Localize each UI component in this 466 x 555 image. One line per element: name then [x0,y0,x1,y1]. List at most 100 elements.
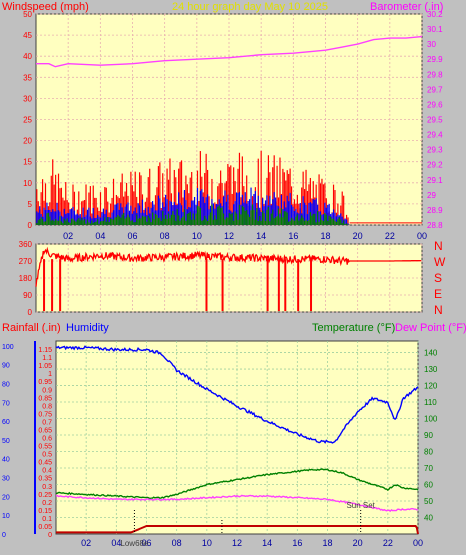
rain-tick: 0.45 [38,460,52,467]
barometer-tick: 29.2 [427,161,443,170]
temperature-tick-140: 140 [424,349,438,358]
barometer-tick: 29.4 [427,131,443,140]
temperature-tick-50: 50 [424,497,433,506]
rain-tick: 0.9 [42,387,52,394]
humidity-tick-90: 90 [2,363,10,370]
humidity-tick-80: 80 [2,381,10,388]
humidity-tick-0: 0 [2,532,6,539]
temperature-tick-70: 70 [424,464,433,473]
annotation-label: Low68e [120,539,149,548]
windspeed-tick-15: 15 [23,158,32,167]
temp-x-tick-00: 00 [413,538,423,548]
windspeed-tick-50: 50 [23,10,32,19]
wind-x-tick-16: 16 [288,231,298,241]
direction-tick-labels: 0 90 180 270 360 [19,240,33,317]
windspeed-tick-40: 40 [23,52,32,61]
rain-tick: 0.95 [38,379,52,386]
barometer-tick: 29.6 [427,100,443,109]
temp-grid [56,341,419,534]
rain-tick: 1.15 [38,347,52,354]
wind-x-tick-08: 08 [160,231,170,241]
barometer-axis-label: Barometer (.in) [370,1,443,13]
rain-tick: 1.1 [42,355,52,362]
wind-x-tick-labels: 02 04 06 08 10 12 14 16 18 20 22 00 [63,231,427,241]
temp-x-tick-14: 14 [262,538,272,548]
wind-x-tick-02: 02 [63,231,73,241]
temp-x-tick-16: 16 [292,538,302,548]
humidity-tick-40: 40 [2,457,10,464]
windspeed-tick-labels: 0 5 10 15 20 25 30 35 40 45 50 [23,10,32,230]
direction-tick-0: 0 [28,308,33,317]
windspeed-tick-5: 5 [28,200,33,209]
barometer-tick: 28.9 [427,206,443,215]
barometer-tick-labels: 28.8 28.9 29 29.1 29.2 29.3 29.4 29.5 29.6 29.7 29… [427,10,443,230]
barometer-tick: 29.8 [427,70,443,79]
temperature-tick-120: 120 [424,382,438,391]
barometer-tick: 30 [427,40,436,49]
rain-tick: 0.7 [42,419,52,426]
temperature-tick-40: 40 [424,514,433,523]
annotations: Low68e Sun Set [120,501,375,548]
windspeed-tick-35: 35 [23,73,32,82]
temp-x-tick-02: 02 [81,538,91,548]
temp-x-tick-08: 08 [172,538,182,548]
rain-tick: 0.6 [42,436,52,443]
compass-w: W [434,255,446,269]
humidity-axis-bar [34,341,36,534]
rain-tick: 1 [48,371,52,378]
annotation-label: Sun Set [346,501,375,510]
rain-tick: 0.05 [38,524,52,531]
rain-tick: 0.1 [42,516,52,523]
wind-x-tick-12: 12 [224,231,234,241]
temperature-humidity-panel: 00.050.10.150.20.250.30.350.40.450.50.55… [2,322,466,548]
barometer-tick: 29.9 [427,55,443,64]
temperature-tick-130: 130 [424,365,438,374]
wind-direction-panel: 0 90 180 270 360 N W S E N [19,239,446,317]
temperature-tick-labels: 40 50 60 70 80 90 100 110 120 130 140 [424,349,438,523]
direction-line [35,246,422,312]
direction-tick-90: 90 [23,291,32,300]
barometer-line [36,35,423,68]
temp-x-tick-10: 10 [202,538,212,548]
barometer-tick: 30.1 [427,25,443,34]
wind-x-tick-14: 14 [256,231,266,241]
wind-x-tick-22: 22 [385,231,395,241]
humidity-tick-100: 100 [2,344,14,351]
temp-x-tick-22: 22 [383,538,393,548]
chart-title: 24 hour graph day May 10 2025 [172,1,328,13]
rain-tick: 0.25 [38,492,52,499]
barometer-tick: 30.2 [427,10,443,19]
windspeed-tick-20: 20 [23,137,32,146]
direction-series-line [35,246,422,287]
temp-x-tick-04: 04 [111,538,121,548]
temperature-tick-60: 60 [424,481,433,490]
barometer-series-line [36,35,423,68]
barometer-tick: 29.1 [427,176,443,185]
series-dew-point [55,494,419,513]
windspeed-tick-30: 30 [23,94,32,103]
windspeed-tick-0: 0 [28,221,33,230]
rain-tick: 0 [48,532,52,539]
wind-x-tick-18: 18 [320,231,330,241]
windspeed-axis-label: Windspeed (mph) [2,1,89,13]
rain-tick: 0.75 [38,411,52,418]
compass-n-top: N [434,239,443,253]
rain-tick: 0.55 [38,444,52,451]
rain-tick: 0.2 [42,500,52,507]
windspeed-tick-10: 10 [23,179,32,188]
wind-x-tick-00: 00 [417,231,427,241]
humidity-tick-60: 60 [2,419,10,426]
temp-x-tick-labels: 02 04 06 08 10 12 14 16 18 20 22 00 [81,538,423,548]
temperature-tick-90: 90 [424,431,433,440]
barometer-tick: 29.5 [427,116,443,125]
rain-tick-labels: 00.050.10.150.20.250.30.350.40.450.50.55… [38,347,52,539]
temp-x-tick-06: 06 [141,538,151,548]
series-rainfall [56,525,419,535]
humidity-tick-10: 10 [2,513,10,520]
rain-tick: 0.35 [38,476,52,483]
wind-bars [36,150,422,225]
temp-lines [55,345,419,535]
windspeed-tick-45: 45 [23,31,32,40]
rain-tick: 0.85 [38,395,52,402]
